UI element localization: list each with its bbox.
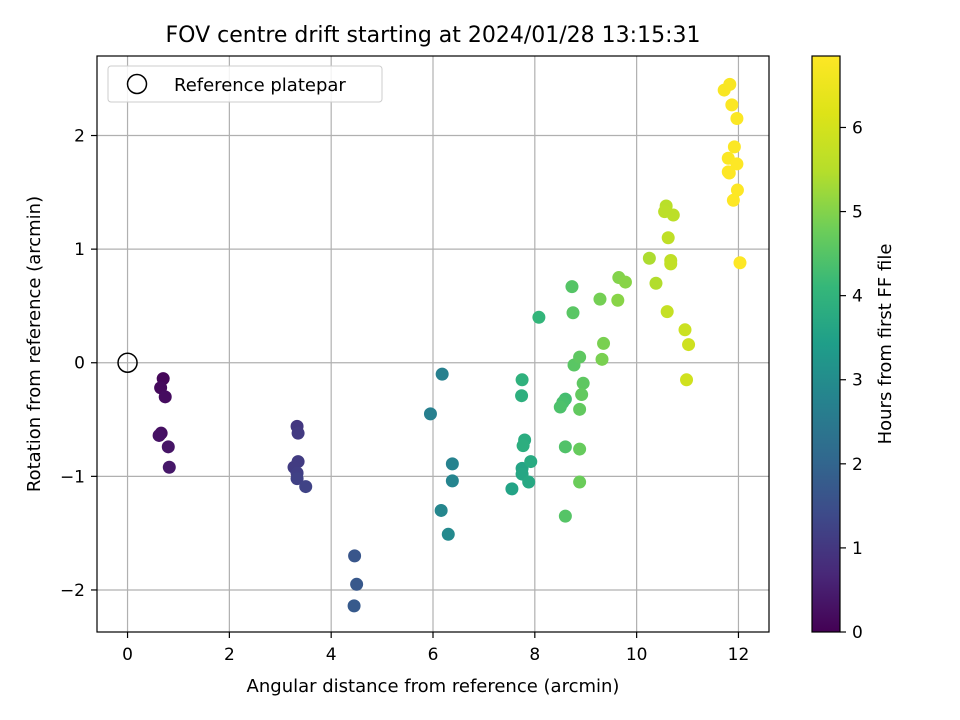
scatter-point — [573, 350, 587, 364]
scatter-point — [595, 352, 609, 366]
scatter-point — [661, 231, 675, 245]
scatter-point — [434, 503, 448, 517]
scatter-point — [158, 390, 172, 404]
scatter-point — [576, 376, 590, 390]
x-tick-label: 2 — [224, 645, 235, 665]
scatter-point — [445, 474, 459, 488]
scatter-point — [532, 310, 546, 324]
scatter-point — [347, 599, 361, 613]
scatter-point — [348, 549, 362, 563]
scatter-point — [593, 292, 607, 306]
y-tick-label: 1 — [74, 240, 85, 260]
scatter-point — [678, 323, 692, 337]
scatter-point — [162, 460, 176, 474]
scatter-point — [680, 373, 694, 387]
scatter-point — [291, 426, 305, 440]
scatter-point — [553, 400, 567, 414]
scatter-point — [566, 306, 580, 320]
colorbar-gradient — [811, 55, 841, 633]
scatter-point — [664, 257, 678, 271]
scatter-point — [573, 402, 587, 416]
scatter-point — [565, 280, 579, 294]
x-tick-label: 8 — [529, 645, 540, 665]
scatter-point — [618, 275, 632, 289]
chart-title: FOV centre drift starting at 2024/01/28 … — [166, 23, 701, 48]
scatter-point — [730, 183, 744, 197]
scatter-point — [423, 407, 437, 421]
scatter-point — [515, 389, 529, 403]
x-tick-label: 0 — [122, 645, 133, 665]
reference-marker — [117, 352, 138, 373]
scatter-point — [299, 480, 313, 494]
plot-frame — [96, 55, 770, 633]
scatter-point — [733, 256, 747, 270]
scatter-point — [723, 77, 737, 91]
colorbar-tick-label: 0 — [852, 623, 863, 643]
x-tick-label: 4 — [326, 645, 337, 665]
x-axis-label: Angular distance from reference (arcmin) — [247, 676, 620, 697]
scatter-point — [435, 367, 449, 381]
colorbar-tick-label: 5 — [852, 203, 863, 223]
scatter-point — [660, 305, 674, 319]
grid-lines — [97, 56, 769, 632]
legend-label: Reference platepar — [174, 75, 346, 96]
scatter-point — [726, 193, 740, 207]
scatter-point — [573, 442, 587, 456]
colorbar: 0 1 2 3 4 5 6 Hours from first FF file — [811, 55, 896, 643]
scatter-point — [152, 428, 166, 442]
y-tick-label: 2 — [74, 127, 85, 147]
scatter-point — [727, 140, 741, 154]
scatter-points — [152, 77, 747, 613]
scatter-point — [611, 293, 625, 307]
colorbar-tick-label: 2 — [852, 455, 863, 475]
scatter-point — [722, 166, 736, 180]
scatter-point — [730, 157, 744, 171]
y-tick-label: −2 — [60, 581, 85, 601]
scatter-point — [730, 111, 744, 125]
scatter-point — [350, 577, 364, 591]
legend-box — [107, 65, 383, 103]
scatter-point — [649, 276, 663, 290]
x-axis: 0 2 4 6 8 10 12 — [122, 632, 749, 665]
scatter-point — [522, 475, 536, 489]
scatter-point — [558, 440, 572, 454]
scatter-point — [161, 440, 175, 454]
y-axis: −2 −1 0 1 2 — [60, 127, 97, 601]
legend: Reference platepar — [107, 65, 383, 103]
colorbar-label: Hours from first FF file — [875, 244, 896, 445]
colorbar-tick-label: 4 — [852, 287, 863, 307]
scatter-point — [575, 388, 589, 402]
colorbar-tick-label: 6 — [852, 118, 863, 138]
scatter-point — [516, 439, 530, 453]
y-axis-label: Rotation from reference (arcmin) — [24, 196, 45, 492]
scatter-point — [558, 509, 572, 523]
scatter-point — [642, 251, 656, 265]
colorbar-tick-label: 3 — [852, 371, 863, 391]
x-tick-label: 10 — [626, 645, 648, 665]
legend-marker — [126, 73, 148, 95]
scatter-point — [725, 98, 739, 112]
scatter-point — [682, 338, 696, 352]
colorbar-ticks: 0 1 2 3 4 5 6 — [840, 118, 863, 643]
scatter-point — [445, 457, 459, 471]
scatter-point — [597, 336, 611, 350]
scatter-point — [505, 482, 519, 496]
scatter-point — [290, 472, 304, 486]
scatter-point — [524, 455, 538, 469]
scatter-point — [666, 208, 680, 222]
x-tick-label: 12 — [728, 645, 750, 665]
scatter-point — [515, 373, 529, 387]
x-tick-label: 6 — [428, 645, 439, 665]
scatter-point — [573, 475, 587, 489]
scatter-point — [441, 527, 455, 541]
y-tick-label: 0 — [74, 354, 85, 374]
y-tick-label: −1 — [60, 467, 85, 487]
colorbar-tick-label: 1 — [852, 539, 863, 559]
